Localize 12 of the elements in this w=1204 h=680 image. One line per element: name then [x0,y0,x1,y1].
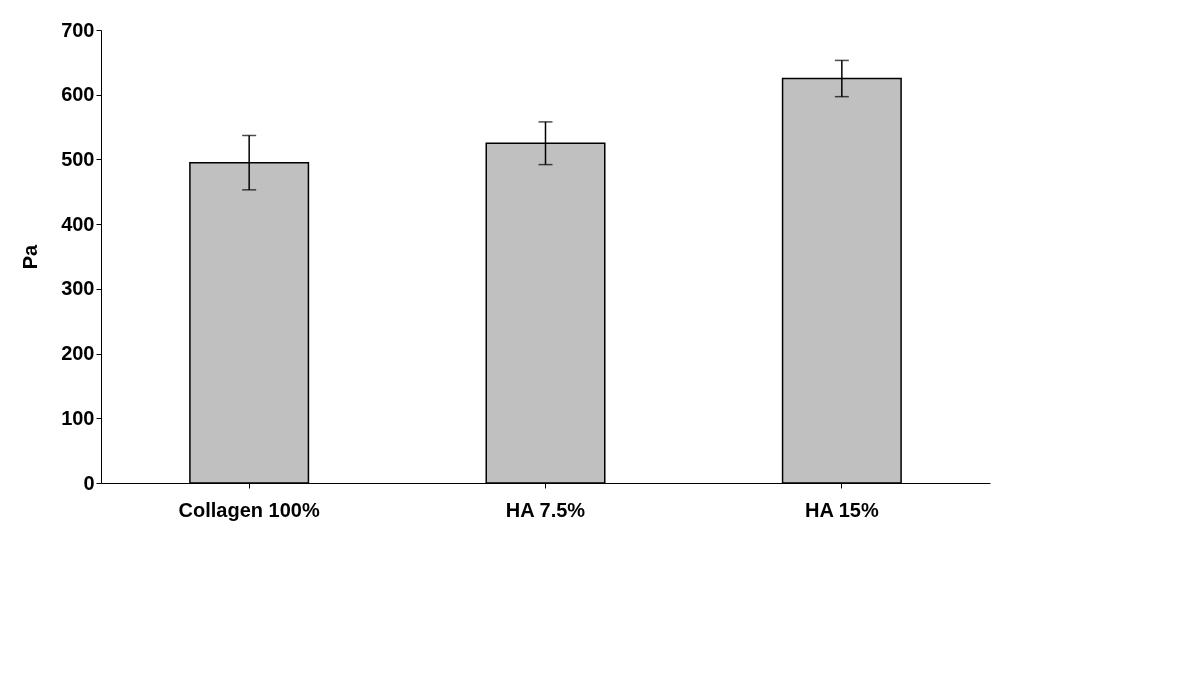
x-tick-label: HA 7.5% [505,498,586,521]
y-tick-label: 100 [61,406,95,429]
y-tick-label: 400 [61,212,95,235]
y-tick-label: 600 [61,83,95,106]
y-tick-label: 0 [83,471,95,494]
y-tick-label: 700 [61,18,95,41]
y-tick-label: 200 [61,342,95,365]
y-axis-title: Pa [19,243,42,270]
x-tick-label: HA 15% [804,498,879,521]
y-tick-label: 500 [61,147,95,170]
x-tick-label: Collagen 100% [178,498,320,521]
y-tick-label: 300 [61,277,95,300]
